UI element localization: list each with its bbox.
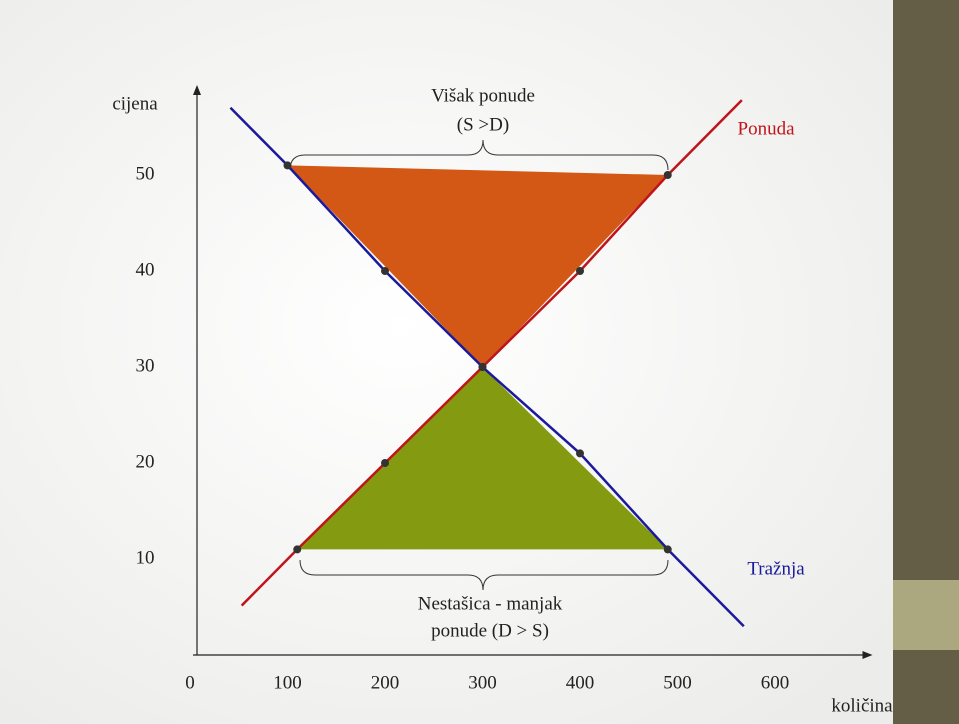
brace: [299, 559, 669, 591]
line-extension: [229, 106, 289, 167]
point: [478, 363, 487, 371]
y-tick-label: 30: [136, 355, 155, 376]
point: [293, 545, 302, 554]
point: [663, 171, 672, 179]
x-axis-arrow: [862, 651, 873, 659]
x-tick-label: 400: [566, 672, 595, 693]
point: [283, 161, 292, 170]
x-axis-label: količina: [831, 695, 893, 716]
line-extension: [240, 548, 299, 607]
point: [576, 449, 584, 458]
point: [381, 267, 389, 275]
series-label: Tražnja: [747, 558, 805, 579]
surplus-area: [287, 165, 668, 367]
brace: [289, 139, 669, 171]
annotation: Višak ponude: [431, 85, 535, 106]
point: [576, 267, 584, 275]
y-tick-label: 40: [136, 259, 155, 280]
y-tick-label: 50: [136, 163, 155, 184]
x-tick-label: 300: [468, 672, 497, 693]
x-tick-label: 100: [273, 672, 302, 693]
y-axis-arrow: [193, 85, 201, 95]
point: [381, 459, 389, 467]
line-extension: [666, 99, 743, 176]
annotation: Nestašica - manjak: [418, 593, 563, 614]
y-axis-label: cijena: [112, 93, 158, 114]
y-tick-label: 10: [136, 547, 155, 568]
annotation: (S >D): [457, 114, 509, 135]
x-tick-label: 0: [185, 672, 195, 693]
x-tick-label: 500: [663, 672, 692, 693]
annotation: ponude (D > S): [431, 620, 549, 641]
point: [663, 545, 672, 554]
background: [0, 0, 893, 724]
y-tick-label: 20: [136, 451, 155, 472]
side-accent: [893, 580, 959, 650]
shortage-area: [297, 367, 668, 550]
line-extension: [666, 548, 745, 628]
x-tick-label: 200: [371, 672, 400, 693]
series-label: Ponuda: [738, 118, 796, 139]
x-tick-label: 600: [761, 672, 790, 693]
